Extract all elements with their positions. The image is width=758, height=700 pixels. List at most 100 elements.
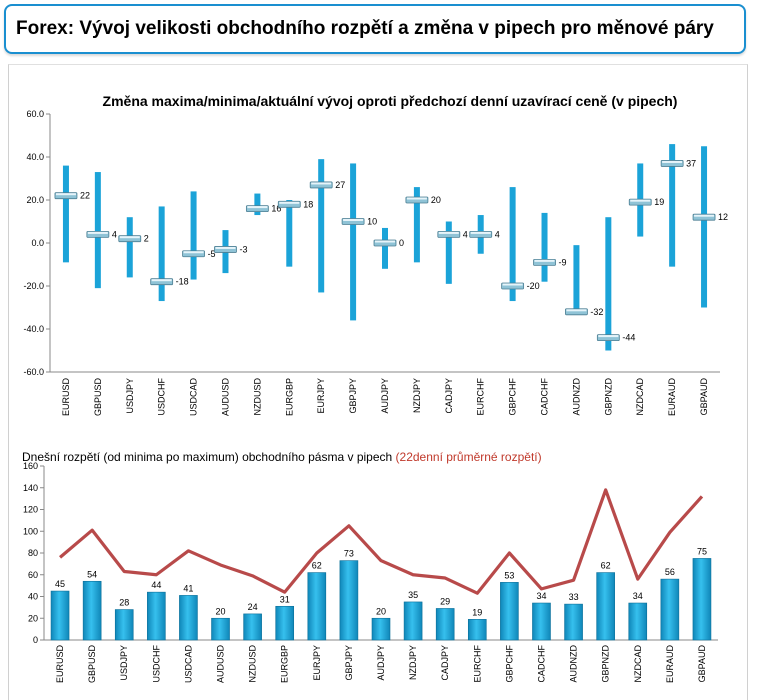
chart1-current-label: 19 xyxy=(654,197,664,207)
chart2-category-label: AUDJPY xyxy=(376,645,386,681)
chart2-category-label: EURGBP xyxy=(280,645,290,683)
chart1-current-marker xyxy=(309,181,333,189)
chart1-ytick-label: 20.0 xyxy=(26,195,44,205)
chart2-bar-label: 54 xyxy=(87,569,97,579)
chart2-category-label: EURAUD xyxy=(665,645,675,684)
chart2-bar xyxy=(275,605,295,641)
chart2-bar-label: 45 xyxy=(55,579,65,589)
chart2-bar-label: 29 xyxy=(440,596,450,606)
chart1-category-label: GBPCHF xyxy=(508,378,518,416)
chart1-current-marker-shine xyxy=(502,283,523,286)
chart1-current-marker-shine xyxy=(55,193,76,196)
chart2-category-label: USDCAD xyxy=(183,645,193,684)
chart1-category-label: EURUSD xyxy=(61,378,71,417)
chart2-bar-label: 73 xyxy=(344,549,354,559)
chart2-bar xyxy=(82,580,102,641)
chart1-category-label: EURCHF xyxy=(476,377,486,415)
chart1-category-label: USDJPY xyxy=(125,378,135,414)
chart1-current-label: 18 xyxy=(303,199,313,209)
chart1-category-label: EURAUD xyxy=(667,378,677,417)
chart1-current-label: -20 xyxy=(527,281,540,291)
chart1-current-marker xyxy=(341,218,365,225)
chart2-category-label: EURCHF xyxy=(472,644,482,682)
chart1-range-bar xyxy=(350,163,357,321)
chart1-ytick-label: -40.0 xyxy=(23,324,44,334)
chart2-bar xyxy=(114,609,134,641)
chart1-current-label: 0 xyxy=(399,238,404,248)
chart2-category-label: NZDUSD xyxy=(248,645,258,683)
chart1-current-marker-shine xyxy=(598,335,619,338)
chart2-bar-label: 24 xyxy=(248,602,258,612)
chart2-bar xyxy=(211,617,230,641)
chart1-ytick-label: -60.0 xyxy=(23,367,44,377)
chart2-bar xyxy=(243,613,262,641)
chart2-title-main: Dnešní rozpětí (od minima po maximum) ob… xyxy=(22,450,392,464)
chart1-ytick-label: 0.0 xyxy=(31,238,44,248)
chart1-range-bar xyxy=(605,217,612,351)
chart2-bar xyxy=(403,601,423,641)
chart1-category-label: GBPUSD xyxy=(93,378,103,417)
chart2-category-label: GBPNZD xyxy=(601,645,611,683)
chart2-bar-label: 62 xyxy=(312,561,322,571)
chart1-category-label: NZDJPY xyxy=(412,378,422,413)
chart1-current-marker xyxy=(245,205,269,213)
chart2-average-line xyxy=(59,488,704,595)
chart2-ytick-label: 0 xyxy=(33,635,38,645)
chart2-bar xyxy=(339,560,359,641)
chart1: -60.0 -40.0 -20.0 0.0 20.0 40.0 60.0 22 EURUSD 4 G… xyxy=(23,109,728,416)
chart1-range-bar xyxy=(541,212,548,282)
chart1-current-marker xyxy=(692,213,716,221)
chart1-range-bar xyxy=(190,191,197,280)
chart1-current-marker xyxy=(501,282,525,290)
chart1-current-label: 2 xyxy=(144,234,149,244)
chart1-current-marker xyxy=(214,246,237,253)
chart1-range-bar xyxy=(318,159,325,293)
chart1-current-marker-shine xyxy=(343,219,364,221)
chart1-range-bar xyxy=(573,245,580,314)
chart1-current-marker xyxy=(150,278,174,286)
chart2-bar-label: 44 xyxy=(151,580,161,590)
chart2-bar xyxy=(692,558,712,641)
chart1-current-marker-shine xyxy=(534,259,555,262)
chart1-current-marker-shine xyxy=(630,199,651,202)
chart1-range-bar xyxy=(701,146,708,308)
chart1-category-label: AUDNZD xyxy=(571,378,581,416)
chart2-category-label: EURUSD xyxy=(55,645,65,684)
chart1-current-marker-shine xyxy=(87,231,108,234)
chart2-bar xyxy=(435,608,455,641)
chart1-current-marker xyxy=(437,230,461,238)
chart1-current-marker-shine xyxy=(406,197,427,200)
chart1-current-marker xyxy=(373,239,397,247)
chart2-category-label: CADCHF xyxy=(536,644,546,682)
chart1-range-bar xyxy=(254,193,261,216)
chart2-bar xyxy=(50,590,70,641)
chart2-bar-label: 33 xyxy=(569,592,579,602)
chart1-range-bar xyxy=(509,187,516,302)
chart1-range-bar xyxy=(413,187,420,263)
chart2-bar xyxy=(467,619,487,641)
chart1-current-label: 27 xyxy=(335,180,345,190)
chart2-bar-label: 75 xyxy=(697,546,707,556)
chart2-ytick-label: 140 xyxy=(23,483,38,493)
chart2-bar-label: 41 xyxy=(183,583,193,593)
chart1-range-bar xyxy=(94,172,101,289)
chart1-current-label: 10 xyxy=(367,217,377,227)
chart1-current-marker xyxy=(596,334,620,342)
chart1-range-bar xyxy=(669,144,676,267)
chart1-category-label: CADJPY xyxy=(444,378,454,414)
chart1-current-label: 20 xyxy=(431,195,441,205)
chart1-ytick-label: 60.0 xyxy=(26,109,44,119)
chart1-current-marker-shine xyxy=(151,279,172,282)
chart1-current-marker-shine xyxy=(662,160,683,163)
chart1-current-marker xyxy=(86,230,110,238)
chart2-category-label: USDJPY xyxy=(119,645,129,681)
chart2-bar xyxy=(307,572,327,641)
chart1-range-bar xyxy=(158,206,165,302)
chart2-bar-label: 53 xyxy=(504,570,514,580)
chart1-current-label: -18 xyxy=(176,277,189,287)
chart1-current-marker xyxy=(54,192,78,200)
chart1-current-marker xyxy=(405,196,429,204)
chart1-current-marker-shine xyxy=(566,309,587,312)
chart2-bar xyxy=(660,578,680,641)
chart1-category-label: USDCHF xyxy=(157,377,167,415)
